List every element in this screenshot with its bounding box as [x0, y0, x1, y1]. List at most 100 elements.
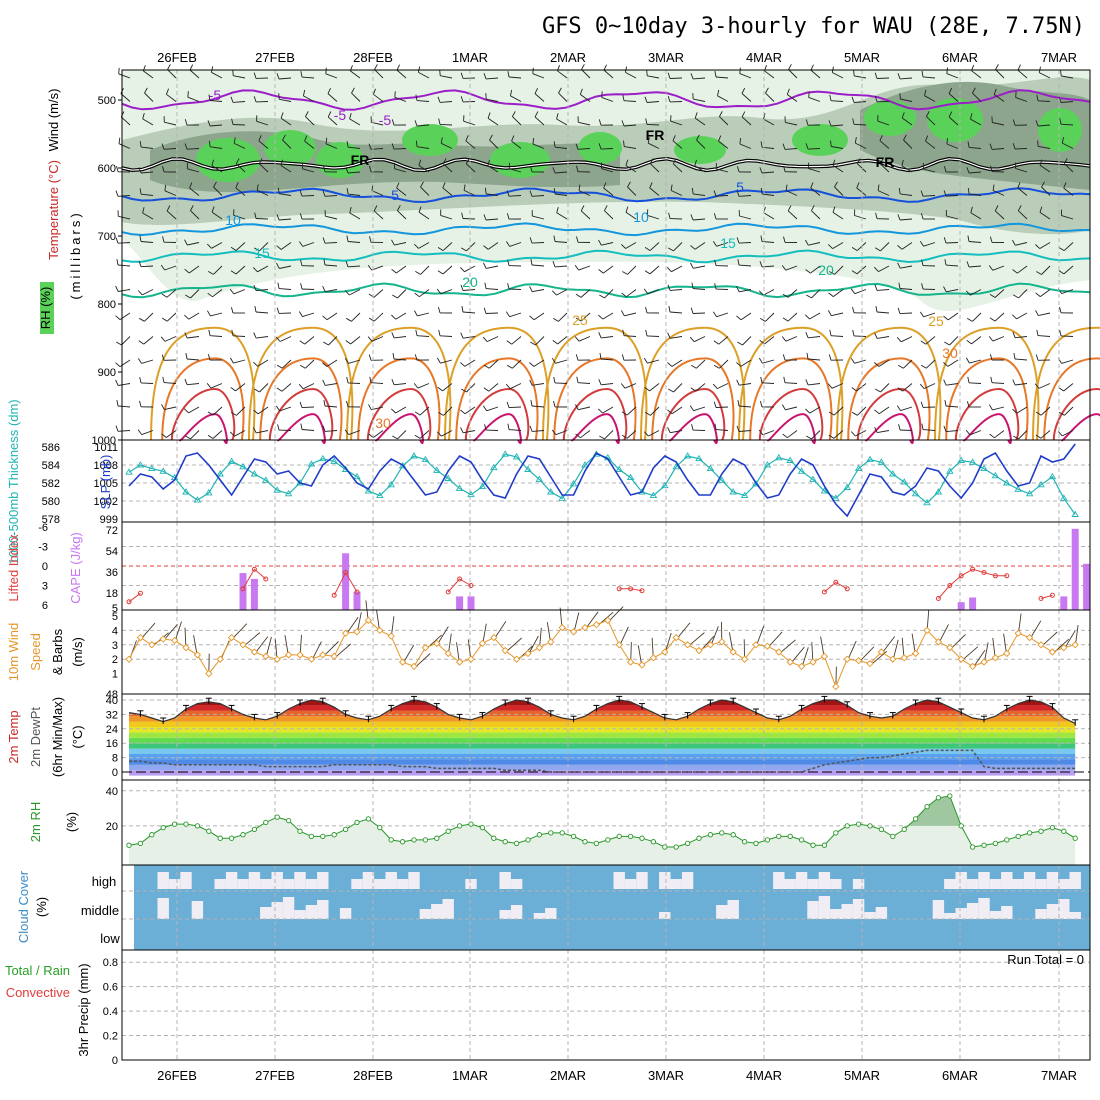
middle-cloud-patch: [807, 901, 819, 919]
rh2m-point: [867, 823, 873, 829]
wind-barb-flag: [627, 181, 631, 188]
wind-barb-staff: [903, 139, 913, 149]
wind-barb-flag: [323, 400, 326, 407]
middle-cloud-patch: [431, 904, 443, 919]
wind-barb-flag: [874, 95, 878, 102]
wind-barb-staff: [462, 218, 476, 220]
wind-barb-flag: [1017, 64, 1021, 71]
wind-barb-staff: [281, 383, 292, 392]
wind-barb-flag: [1012, 239, 1016, 246]
wind-barb-staff: [923, 168, 936, 173]
wind-barb-staff: [257, 265, 269, 273]
wind-barb-staff: [741, 116, 752, 126]
wind-barb-staff: [304, 336, 315, 345]
temp-tick: 32: [106, 709, 118, 721]
wind-barb-flag: [489, 134, 493, 141]
cape-bar: [250, 578, 258, 610]
wind-barb-staff: [234, 142, 246, 149]
wind-barb-flag: [1058, 270, 1065, 275]
wind-barb-staff: [830, 124, 844, 127]
wind-barb-flag: [253, 72, 257, 79]
wind-barb-flag: [276, 73, 280, 80]
wind-barb-flag: [396, 64, 401, 71]
wind-barb-staff: [508, 76, 522, 79]
pressure-tick: 900: [98, 367, 116, 379]
wind-barb-staff: [485, 77, 499, 80]
wind-barb-flag: [853, 69, 855, 76]
wind-barb-staff: [1061, 359, 1074, 364]
wind-barb-flag: [782, 317, 789, 322]
wind-speed-point: [547, 638, 555, 646]
wind-barb-flag: [879, 158, 884, 165]
wind-barb-flag: [161, 354, 165, 361]
wind-barb-flag: [598, 119, 602, 126]
wind-barb-staff: [164, 406, 177, 411]
wind-barb-flag: [694, 159, 697, 166]
contour-label: 5: [391, 187, 399, 203]
rh2m-point: [1072, 835, 1078, 841]
wind-barb-staff: [649, 383, 660, 392]
wind-barb-flag: [578, 184, 581, 191]
wind-barb-flag: [948, 87, 953, 94]
wind-barb-flag: [782, 404, 786, 411]
rh2m-point: [798, 837, 805, 843]
wind-barb-staff: [811, 430, 821, 440]
wind-barb-flag: [874, 332, 878, 339]
rh2m-point: [183, 821, 189, 827]
wind-barb-flag: [390, 408, 396, 414]
wind-barb-staff: [233, 75, 246, 79]
wind-barb-staff: [764, 336, 775, 345]
wind-barb-flag: [943, 286, 947, 293]
wind-barb-flag: [898, 424, 901, 431]
wind-barb-staff: [578, 121, 591, 126]
wind-barb-flag: [712, 383, 718, 389]
wind-barb-flag: [643, 357, 648, 364]
thickness-tick: 580: [42, 496, 60, 508]
wind-barb-staff: [1060, 335, 1074, 337]
wind-barb-flag: [258, 158, 263, 164]
lifted-index-point: [947, 583, 953, 588]
wind-barb-flag: [805, 269, 811, 274]
wind-barb-flag: [874, 409, 880, 415]
wind-barb-flag: [643, 288, 649, 295]
rh2m-tick: 40: [106, 786, 118, 798]
wind-barb-staff: [118, 73, 131, 79]
temp-grid: [122, 694, 1090, 780]
wind-barb-staff: [945, 264, 959, 267]
wind-barb-staff: [394, 336, 407, 339]
cape-bar: [1060, 596, 1068, 610]
wind-barb-flag: [367, 264, 373, 271]
wind-barb-staff: [693, 406, 706, 412]
wind-barb-flag: [644, 247, 651, 251]
wind-barb-flag: [810, 182, 814, 189]
wind-barb-staff: [532, 383, 545, 386]
wind-barb-staff: [186, 148, 200, 150]
wind-barb-flag: [1035, 310, 1039, 316]
thickness-point: [1014, 485, 1022, 492]
wind-barb-staff: [280, 117, 292, 126]
wind-barb-flag: [575, 433, 581, 439]
wind-barb-flag: [1058, 247, 1065, 251]
wind-barb-flag: [1059, 306, 1062, 313]
wind-barb-flag: [207, 292, 213, 298]
wind-barb-flag: [160, 336, 166, 342]
wind-barb-flag: [601, 91, 603, 98]
wind-barb-flag: [759, 167, 763, 174]
temp-band: [129, 727, 1076, 733]
wind-barb-flag: [438, 329, 441, 336]
thickness-point: [239, 462, 247, 470]
wind-barb-staff: [831, 146, 844, 149]
warm-lobe-contour: [856, 387, 922, 441]
wind-barb-staff: [164, 190, 177, 196]
thickness-point: [490, 463, 498, 471]
wind-barb-flag: [1035, 411, 1042, 416]
wind-barb-flag: [530, 165, 533, 173]
wind-marks: [125, 600, 1079, 691]
rh2m-point: [924, 803, 930, 810]
high-cloud-patch: [955, 872, 967, 889]
lifted-index-point: [958, 573, 964, 579]
wind-barb-flag: [208, 329, 211, 336]
wind-barb-staff: [463, 430, 476, 434]
